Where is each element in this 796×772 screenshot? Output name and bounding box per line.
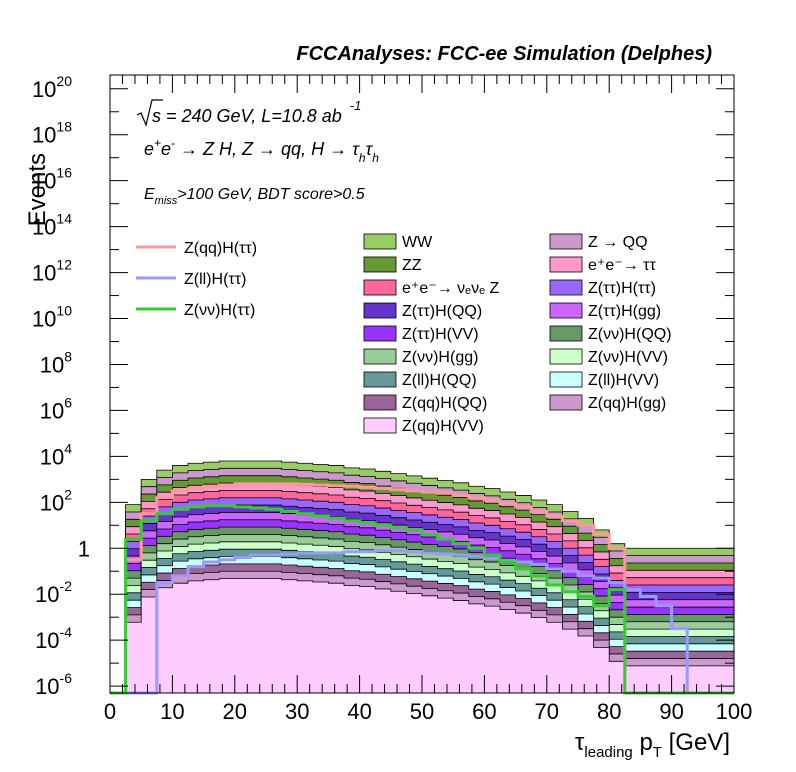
x-tick-label: 40 bbox=[347, 699, 371, 724]
legend-line-label: Z(ll)H(ττ) bbox=[184, 271, 246, 288]
legend-fill-label: e⁺e⁻→ ττ bbox=[588, 257, 656, 274]
stack-layers bbox=[110, 460, 735, 694]
x-axis: 0 10 20 30 40 50 60 70 80 90 100 bbox=[104, 75, 752, 724]
legend-fill-swatch bbox=[363, 348, 397, 365]
legend-fill-swatch bbox=[549, 348, 583, 365]
signal-line-1 bbox=[110, 549, 734, 695]
legend-fill-label: Z(ττ)H(VV) bbox=[402, 326, 479, 343]
y-tick-label: 108 bbox=[40, 348, 72, 377]
legend-fill-swatch bbox=[549, 279, 583, 296]
legend-fill-label: e⁺e⁻→ νₑνₑ Z bbox=[402, 280, 499, 297]
legend-fill-swatch bbox=[549, 371, 583, 388]
legend-fill-label: ZZ bbox=[402, 257, 422, 274]
y-axis-label: Events bbox=[24, 153, 51, 226]
y-tick-label: 10-4 bbox=[35, 624, 72, 653]
y-axis: 102010181016101410121010108106104102110-… bbox=[32, 73, 734, 699]
legend-fill-label: Z(ll)H(VV) bbox=[588, 372, 659, 389]
legend-fill-label: Z → QQ bbox=[588, 234, 648, 251]
x-tick-label: 70 bbox=[535, 699, 559, 724]
x-tick-label: 100 bbox=[716, 699, 753, 724]
x-tick-label: 20 bbox=[223, 699, 247, 724]
x-axis-label: τleading pT [GeV] bbox=[575, 729, 730, 761]
legend-fill-swatch bbox=[549, 394, 583, 411]
annotations: s = 240 GeV, L=10.8 ab-1 e+e- → Z H, Z →… bbox=[136, 98, 379, 207]
legend-fill-label: Z(ττ)H(ττ) bbox=[588, 280, 656, 297]
legend-fill-swatch bbox=[363, 325, 397, 342]
x-tick-label: 60 bbox=[472, 699, 496, 724]
stack-band-16 bbox=[110, 578, 735, 694]
x-tick-label: 0 bbox=[104, 699, 116, 724]
x-tick-label: 90 bbox=[659, 699, 683, 724]
legend-fill-swatch bbox=[363, 394, 397, 411]
legend-fill-swatch bbox=[549, 256, 583, 273]
legend-fill-swatch bbox=[363, 417, 397, 434]
signal-lines bbox=[110, 482, 734, 695]
legend-fill-label: Z(qq)H(QQ) bbox=[402, 395, 487, 412]
signal-line-0 bbox=[110, 482, 734, 695]
svg-text:s = 240 GeV, L=10.8 ab-1: s = 240 GeV, L=10.8 ab-1 bbox=[152, 98, 361, 126]
y-tick-label: 1 bbox=[78, 536, 90, 561]
legend-fill-swatch bbox=[549, 325, 583, 342]
legend-fill-label: Z(ll)H(QQ) bbox=[402, 372, 477, 389]
legend-fill-swatch bbox=[549, 233, 583, 250]
signal-line-2 bbox=[110, 504, 734, 695]
legend-line-label: Z(νν)H(ττ) bbox=[184, 302, 255, 319]
y-tick-label: 1020 bbox=[32, 73, 72, 102]
legend-line-label: Z(qq)H(ττ) bbox=[184, 240, 257, 257]
x-tick-label: 50 bbox=[410, 699, 434, 724]
svg-text:Emiss>100 GeV, BDT score>0.5: Emiss>100 GeV, BDT score>0.5 bbox=[144, 186, 365, 207]
chart-title: FCCAnalyses: FCC-ee Simulation (Delphes) bbox=[296, 43, 712, 65]
legend-signals: Z(qq)H(ττ) Z(ll)H(ττ) Z(νν)H(ττ) bbox=[136, 240, 257, 319]
svg-text:e+e- → Z H, Z → qq, H → τhτ: e+e- → Z H, Z → qq, H → τhτh bbox=[144, 136, 379, 165]
legend-fill-swatch bbox=[363, 279, 397, 296]
sqrt-sign bbox=[136, 99, 163, 127]
y-tick-label: 102 bbox=[40, 486, 72, 515]
y-tick-label: 104 bbox=[40, 440, 72, 469]
legend-fill-label: Z(ττ)H(QQ) bbox=[402, 303, 482, 320]
legend-fill-swatch bbox=[363, 302, 397, 319]
y-tick-label: 1016 bbox=[32, 165, 72, 194]
legend-fill-label: Z(νν)H(VV) bbox=[588, 349, 668, 366]
x-tick-label: 30 bbox=[285, 699, 309, 724]
y-tick-label: 10-2 bbox=[35, 578, 72, 607]
y-tick-label: 10-6 bbox=[35, 670, 72, 699]
legend-fill-swatch bbox=[363, 233, 397, 250]
legend-fill-label: WW bbox=[402, 234, 433, 251]
y-tick-label: 1012 bbox=[32, 257, 72, 286]
y-tick-label: 1018 bbox=[32, 119, 72, 148]
legend-backgrounds: WW Z → QQ ZZ e⁺e⁻→ ττ e⁺e⁻→ νₑνₑ Z Z(ττ)H(ττ)… bbox=[363, 233, 672, 435]
x-tick-label: 10 bbox=[160, 699, 184, 724]
y-tick-label: 106 bbox=[40, 394, 72, 423]
legend-fill-label: Z(νν)H(QQ) bbox=[588, 326, 672, 343]
legend-fill-label: Z(νν)H(gg) bbox=[402, 349, 478, 366]
legend-fill-label: Z(qq)H(VV) bbox=[402, 418, 484, 435]
legend-fill-swatch bbox=[363, 256, 397, 273]
legend-fill-label: Z(ττ)H(gg) bbox=[588, 303, 661, 320]
y-tick-label: 1010 bbox=[32, 303, 72, 332]
legend-fill-label: Z(qq)H(gg) bbox=[588, 395, 666, 412]
y-tick-label: 1014 bbox=[32, 211, 72, 240]
legend-fill-swatch bbox=[363, 371, 397, 388]
x-tick-label: 80 bbox=[597, 699, 621, 724]
legend-fill-swatch bbox=[549, 302, 583, 319]
